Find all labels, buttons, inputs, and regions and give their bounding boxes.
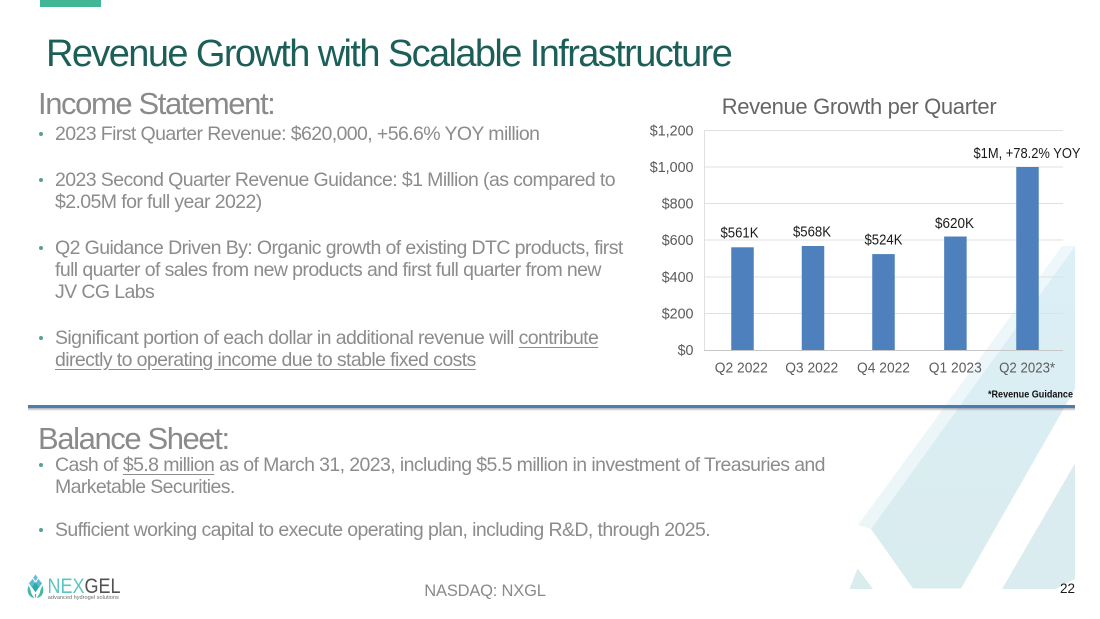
svg-text:$400: $400 bbox=[662, 270, 694, 286]
svg-text:$1,000: $1,000 bbox=[650, 160, 694, 176]
svg-text:Q1 2023: Q1 2023 bbox=[929, 360, 982, 376]
svg-text:*Revenue Guidance: *Revenue Guidance bbox=[988, 389, 1073, 401]
svg-text:$800: $800 bbox=[662, 197, 694, 213]
svg-text:$1,200: $1,200 bbox=[650, 124, 694, 140]
svg-text:$568K: $568K bbox=[793, 225, 831, 241]
svg-text:Q2 2022: Q2 2022 bbox=[715, 360, 768, 376]
svg-text:advanced hydrogel solutions: advanced hydrogel solutions bbox=[48, 595, 119, 601]
svg-text:Q3 2022: Q3 2022 bbox=[785, 360, 838, 376]
svg-text:$1M, +78.2% YOY: $1M, +78.2% YOY bbox=[974, 146, 1081, 162]
svg-text:Revenue Growth per Quarter: Revenue Growth per Quarter bbox=[722, 95, 997, 119]
svg-text:$200: $200 bbox=[662, 307, 694, 323]
svg-text:$620K: $620K bbox=[935, 216, 974, 232]
svg-text:Q2 2023*: Q2 2023* bbox=[999, 360, 1055, 376]
svg-text:$561K: $561K bbox=[721, 225, 759, 241]
svg-text:NEXGEL: NEXGEL bbox=[48, 575, 121, 598]
svg-text:$600: $600 bbox=[662, 233, 694, 249]
svg-text:Q4 2022: Q4 2022 bbox=[857, 360, 910, 376]
svg-text:$0: $0 bbox=[678, 343, 694, 359]
svg-text:$524K: $524K bbox=[865, 233, 903, 249]
